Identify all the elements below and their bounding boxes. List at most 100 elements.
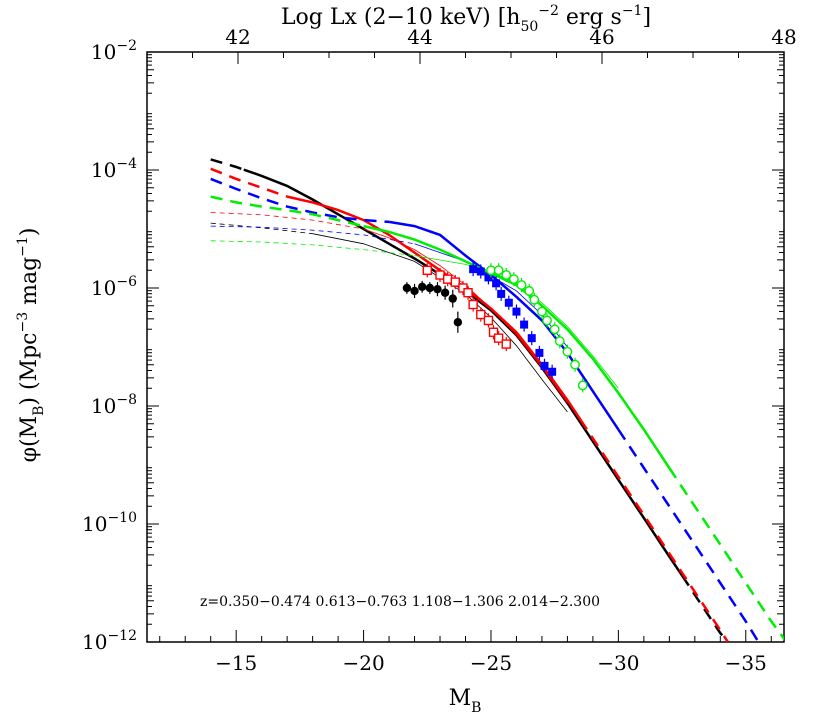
data-point-open-square [435, 270, 445, 280]
model-thin-dashed [210, 225, 415, 245]
axis-ticks [147, 51, 785, 643]
top-axis-label: Log Lx (2−10 keV) [h50−2 erg s−1] [281, 3, 651, 35]
y-tick-exponent: −8 [116, 392, 137, 408]
y-tick-label: 10−12 [82, 628, 137, 654]
data-point-filled-circle [448, 294, 457, 303]
model-thin-solid [312, 233, 568, 413]
x-tick-label: −35 [725, 651, 767, 675]
data-point-open-circle [529, 294, 540, 305]
data-point-filled-square [527, 334, 536, 343]
y-tick-exponent: −6 [116, 274, 137, 290]
data-point-open-square [483, 315, 494, 326]
data-point-open-circle [537, 306, 547, 317]
model-curve-dashed-faint [681, 574, 729, 642]
data-point-open-circle [562, 346, 573, 357]
data-point-open-circle [577, 380, 588, 391]
data-point-filled-circle [402, 283, 412, 293]
y-tick-base: 10 [91, 394, 116, 418]
model-curve-dashed-bright [210, 158, 245, 171]
data-point-filled-square [540, 361, 549, 370]
data-point-filled-square [512, 307, 521, 316]
model-curve-dashed-faint [579, 418, 729, 642]
redshift-annotation: z=0.350−0.474 0.613−0.763 1.108−1.306 2.… [200, 594, 600, 610]
data-point-open-circle [542, 315, 552, 326]
data-point-filled-square [484, 273, 493, 282]
data-point-open-circle [524, 286, 535, 296]
data-point-open-circle [509, 274, 519, 285]
model-curve-solid [363, 224, 671, 469]
data-point-open-square [450, 277, 461, 287]
data-point-filled-square [476, 267, 485, 276]
y-tick-base: 10 [91, 276, 116, 300]
y-tick-exponent: −12 [107, 628, 137, 644]
data-point-open-square [442, 274, 453, 284]
model-thin-dashed [210, 222, 313, 235]
top-tick-label: 46 [589, 25, 614, 49]
data-point-open-square [422, 265, 432, 275]
y-tick-label: 10−6 [91, 274, 137, 300]
model-curve-solid [388, 220, 620, 431]
data-point-filled-square [497, 289, 506, 298]
data-point-open-circle [493, 265, 504, 276]
data-point-open-square [468, 299, 478, 310]
model-curve-dashed-bright [210, 177, 390, 224]
model-thin-dashed [210, 240, 415, 256]
y-tick-base: 10 [82, 630, 107, 654]
data-point-open-circle [570, 359, 580, 370]
y-tick-label: 10−4 [91, 156, 137, 182]
data-point-filled-circle [410, 286, 419, 296]
data-point-filled-square [548, 367, 557, 376]
model-curve-dashed-bright [210, 167, 288, 198]
model-curve-dashed-bright [210, 195, 364, 228]
plot-frame [146, 51, 785, 643]
x-axis-label: MB [449, 686, 482, 716]
data-point-open-square [493, 333, 504, 343]
x-tick-label: −25 [470, 651, 512, 675]
data-point-open-square [501, 339, 511, 349]
y-tick-label: 10−2 [91, 38, 137, 64]
model-curve-solid [243, 168, 684, 577]
data-point-open-square [463, 288, 473, 298]
x-tick-label: −15 [215, 651, 257, 675]
y-tick-exponent: −4 [116, 156, 137, 172]
data-point-filled-circle [433, 284, 442, 294]
model-thin-solid [414, 243, 568, 348]
model-thin-dashed [210, 212, 364, 230]
data-point-open-circle [554, 336, 565, 346]
data-points [402, 262, 588, 393]
top-tick-label: 44 [407, 25, 432, 49]
y-tick-base: 10 [82, 512, 107, 536]
data-point-open-circle [501, 270, 512, 280]
data-point-open-circle [549, 324, 560, 335]
model-curve-dashed-faint [668, 467, 784, 641]
data-point-filled-circle [417, 282, 427, 292]
y-tick-exponent: −10 [107, 510, 137, 526]
data-point-filled-circle [425, 283, 435, 293]
y-tick-base: 10 [91, 40, 116, 64]
data-point-open-square [476, 309, 486, 320]
x-tick-label: −30 [597, 651, 639, 675]
y-tick-exponent: −2 [116, 38, 137, 54]
data-point-open-square [488, 327, 499, 337]
data-point-filled-square [504, 298, 513, 307]
model-curve-dashed-faint [617, 428, 760, 642]
data-point-filled-square [535, 348, 544, 357]
data-point-filled-circle [453, 318, 463, 327]
top-tick-label: 42 [225, 25, 250, 49]
data-point-filled-circle [440, 288, 450, 297]
model-curve-solid [286, 195, 582, 420]
data-point-filled-square [492, 279, 501, 288]
y-tick-label: 10−10 [82, 510, 137, 536]
model-curves [210, 158, 784, 642]
top-tick-label: 48 [771, 25, 796, 49]
data-point-filled-square [520, 320, 529, 329]
x-tick-label: −20 [342, 651, 384, 675]
data-point-filled-square [469, 265, 478, 274]
data-point-open-circle [516, 280, 527, 290]
y-axis-label: φ(MB) (Mpc−3 mag−1) [15, 228, 47, 463]
data-point-open-square [458, 283, 468, 293]
y-tick-label: 10−8 [91, 392, 137, 418]
y-tick-base: 10 [91, 158, 116, 182]
